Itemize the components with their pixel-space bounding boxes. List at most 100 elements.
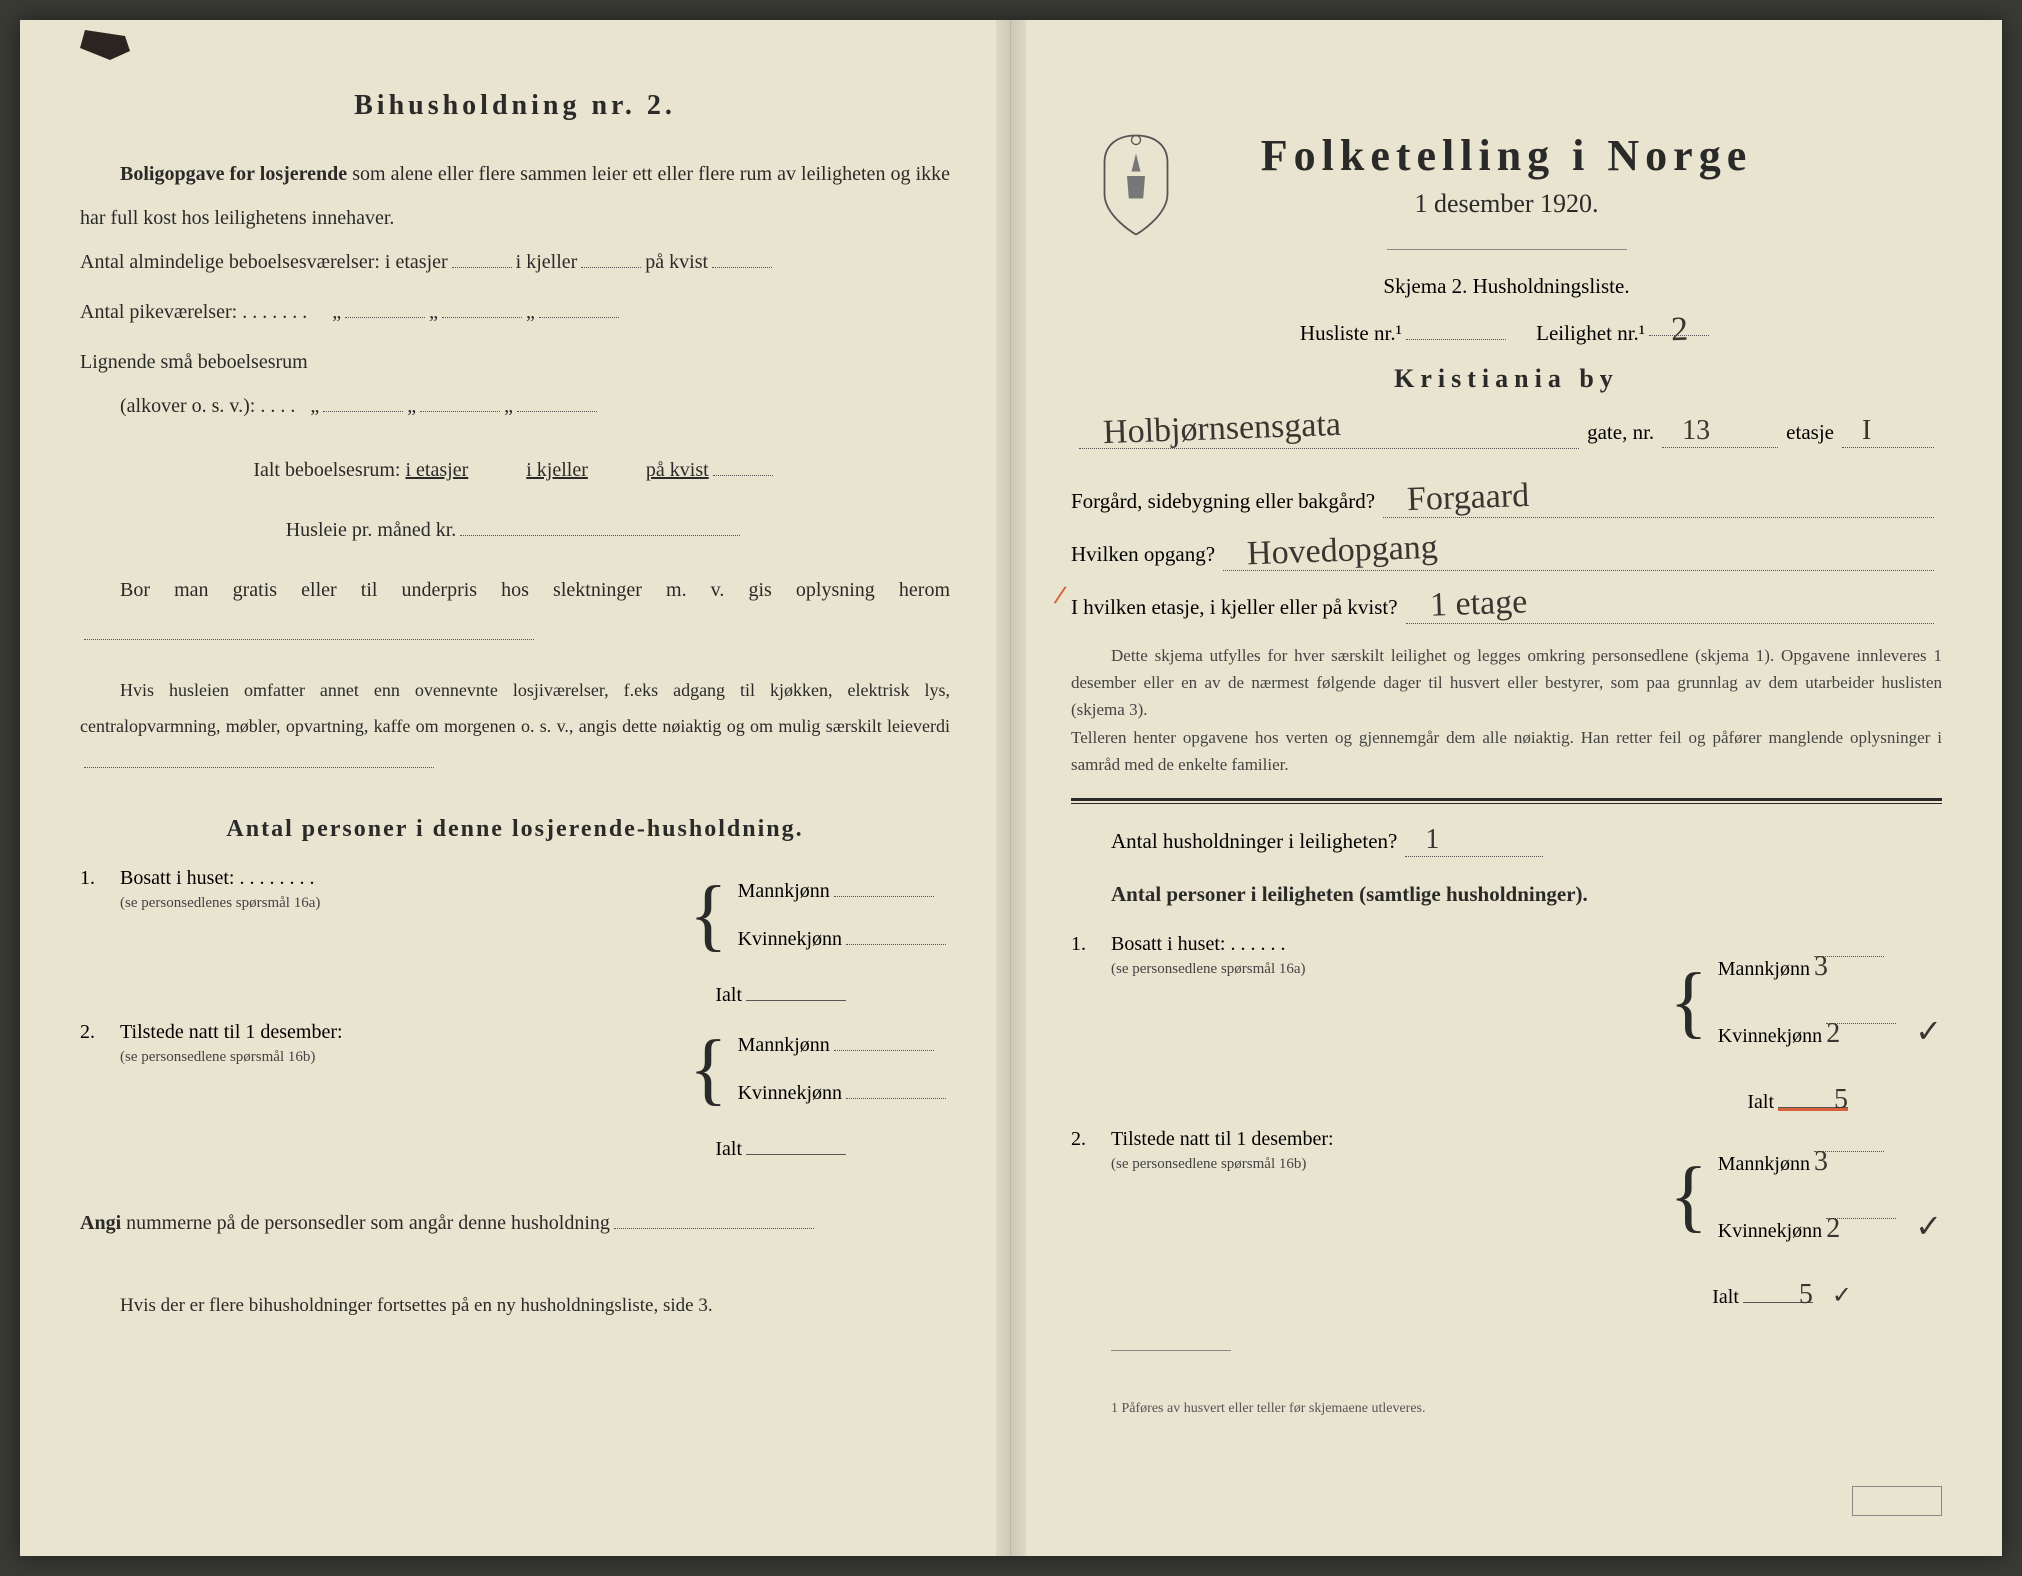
gate-label: gate, nr. <box>1587 420 1654 445</box>
etasje-q-label: I hvilken etasje, i kjeller eller på kvi… <box>1071 595 1398 620</box>
antal-pike-row: Antal pikeværelser: . . . . . . . „„„ <box>80 290 950 334</box>
left-item-1: 1. Bosatt i huset: . . . . . . . . (se p… <box>80 867 950 963</box>
r-ialt-2: Ialt 5 ✓ <box>1071 1279 1942 1310</box>
left-subheading: Antal personer i denne losjerende-hushol… <box>80 816 950 843</box>
skjema-line: Skjema 2. Husholdningsliste. <box>1071 274 1942 299</box>
item2-label-block: Tilstede natt til 1 desember: (se person… <box>120 1021 669 1067</box>
r-item2-block: Tilstede natt til 1 desember: (se person… <box>1111 1128 1649 1174</box>
ialt-1: Ialt <box>80 977 950 1007</box>
bosatt-m-val: 3 <box>1814 933 1828 1000</box>
ialt-bebo-row: Ialt beboelsesrum: i etasjer i kjeller på … <box>80 448 950 492</box>
husleie-row: Husleie pr. måned kr. <box>80 508 950 552</box>
left-page: Bihusholdning nr. 2. Boligopgave for los… <box>20 20 1011 1556</box>
intro-paragraph: Boligopgave for losjerende som alene ell… <box>80 152 950 240</box>
etasje-ans: 1 etage <box>1429 583 1527 624</box>
r-ialt-label-1: Ialt <box>1747 1091 1774 1113</box>
item1-label-block: Bosatt i huset: . . . . . . . . (se pers… <box>120 867 669 913</box>
gate-line: Holbjørnsensgata gate, nr. 13 etasje I <box>1071 410 1942 449</box>
tilstede-label: Tilstede natt til 1 desember: <box>1111 1128 1334 1150</box>
num-2: 2. <box>80 1021 120 1044</box>
lignende-row: Lignende små beboelsesrum (alkover o. s.… <box>80 340 950 428</box>
gate-nr: 13 <box>1682 415 1710 447</box>
angi-nummerne-p: Angi nummerne på de personsedler som ang… <box>80 1201 950 1245</box>
divider-thick <box>1071 798 1942 804</box>
husleie-label: Husleie pr. måned kr. <box>286 519 457 541</box>
hvis-flere-p: Hvis der er flere bihusholdninger fortse… <box>80 1285 950 1327</box>
mannkjonn-2: Mannkjønn <box>738 1034 830 1056</box>
item2-label: Tilstede natt til 1 desember: <box>120 1021 343 1043</box>
antal-hush-line: Antal husholdninger i leiligheten? 1 <box>1111 824 1942 857</box>
check-3: ✓ <box>1832 1283 1852 1309</box>
ialt-label-2: Ialt <box>715 1138 742 1160</box>
hvis-husleien-p: Hvis husleien omfatter annet enn ovennev… <box>80 672 950 780</box>
r-kvinne-1: Kvinnekjønn <box>1718 1025 1822 1047</box>
left-item-2: 2. Tilstede natt til 1 desember: (se per… <box>80 1021 950 1117</box>
opgang-label: Hvilken opgang? <box>1071 542 1215 567</box>
check-2: ✓ <box>1915 1208 1942 1244</box>
antal-hush-label: Antal husholdninger i leiligheten? <box>1111 829 1397 854</box>
right-page: Folketelling i Norge 1 desember 1920. Sk… <box>1011 20 2002 1556</box>
right-item-2: 2. Tilstede natt til 1 desember: (se per… <box>1071 1128 1942 1265</box>
etasje-q-line: / I hvilken etasje, i kjeller eller på k… <box>1071 585 1942 624</box>
antal-bebo-row: Antal almindelige beboelsesværelser: i e… <box>80 240 950 284</box>
intro-bold: Boligopgave for losjerende <box>120 163 347 185</box>
i-kjeller-u: i kjeller <box>526 459 588 481</box>
ialt-label-1: Ialt <box>715 984 742 1006</box>
bosatt-k-val: 2 <box>1826 1000 1840 1067</box>
r-num-2: 2. <box>1071 1128 1111 1151</box>
ialt-bebo-label: Ialt beboelsesrum: <box>253 459 400 481</box>
r-brace-2: { Mannkjønn3 Kvinnekjønn2 ✓ <box>1669 1128 1942 1265</box>
tilstede-k-val: 2 <box>1826 1195 1840 1262</box>
kristiania-heading: Kristiania by <box>1071 364 1942 394</box>
r-num-1: 1. <box>1071 933 1111 956</box>
footnote: 1 Påføres av husvert eller teller før sk… <box>1111 1401 1942 1417</box>
kvinnekjonn-1: Kvinnekjønn <box>738 928 842 950</box>
item1-label: Bosatt i huset: <box>120 867 234 889</box>
tilstede-sub: (se personsedlene spørsmål 16b) <box>1111 1156 1306 1172</box>
r-mann-2: Mannkjønn <box>1718 1153 1810 1175</box>
bor-gratis-text: Bor man gratis eller til underpris hos s… <box>120 579 950 601</box>
bosatt-ialt-val: 5 <box>1834 1084 1848 1116</box>
r-item1-block: Bosatt i huset: . . . . . . (se personse… <box>1111 933 1649 979</box>
r-ialt-label-2: Ialt <box>1712 1286 1739 1308</box>
r-brace-1: { Mannkjønn3 Kvinnekjønn2 ✓ <box>1669 933 1942 1070</box>
forgard-label: Forgård, sidebygning eller bakgård? <box>1071 489 1375 514</box>
left-title: Bihusholdning nr. 2. <box>80 90 950 122</box>
right-item-1: 1. Bosatt i huset: . . . . . . (se perso… <box>1071 933 1942 1070</box>
alkover-label: (alkover o. s. v.): <box>120 395 255 417</box>
date-line: 1 desember 1920. <box>1071 189 1942 219</box>
lignende-label: Lignende små beboelsesrum <box>80 351 308 373</box>
antal-hush-val: 1 <box>1425 824 1439 856</box>
angi-rest: nummerne på de personsedler som angår de… <box>126 1212 610 1234</box>
ialt-2: Ialt <box>80 1131 950 1161</box>
forgard-val: Forgaard <box>1406 477 1529 519</box>
brace-1: { Mannkjønn Kvinnekjønn <box>689 867 950 963</box>
tilstede-ialt-val: 5 <box>1799 1279 1813 1311</box>
census-document: Bihusholdning nr. 2. Boligopgave for los… <box>20 20 2002 1556</box>
bosatt-sub: (se personsedlene spørsmål 16a) <box>1111 961 1306 977</box>
brace-2: { Mannkjønn Kvinnekjønn <box>689 1021 950 1117</box>
pa-kvist-u: på kvist <box>646 459 709 481</box>
opgang-line: Hvilken opgang? Hovedopgang <box>1071 532 1942 571</box>
leilighet-label: Leilighet nr.¹ <box>1536 321 1645 345</box>
r-kvinne-2: Kvinnekjønn <box>1718 1220 1822 1242</box>
antal-pike-label: Antal pikeværelser: <box>80 301 237 323</box>
instructions-p: Dette skjema utfylles for hver særskilt … <box>1071 642 1942 778</box>
opgang-val: Hovedopgang <box>1246 529 1438 574</box>
antal-pers-heading: Antal personer i leiligheten (samtlige h… <box>1111 871 1942 917</box>
item2-sub: (se personsedlene spørsmål 16b) <box>120 1049 315 1065</box>
i-etasjer-u: i etasjer <box>406 459 469 481</box>
crest-icon <box>1091 130 1181 240</box>
kvinnekjonn-2: Kvinnekjønn <box>738 1082 842 1104</box>
main-title: Folketelling i Norge <box>1071 130 1942 181</box>
husliste-label: Husliste nr.¹ <box>1300 321 1402 345</box>
r-mann-1: Mannkjønn <box>1718 958 1810 980</box>
check-1: ✓ <box>1915 1013 1942 1049</box>
printer-stamp <box>1852 1486 1942 1516</box>
leilighet-val: 2 <box>1670 311 1688 350</box>
pa-kvist-label: på kvist <box>645 251 708 273</box>
forgard-line: Forgård, sidebygning eller bakgård? Forg… <box>1071 479 1942 518</box>
bosatt-label: Bosatt i huset: <box>1111 933 1225 955</box>
etasje-label: etasje <box>1786 420 1834 445</box>
antal-bebo-label: Antal almindelige beboelsesværelser: i e… <box>80 251 448 273</box>
